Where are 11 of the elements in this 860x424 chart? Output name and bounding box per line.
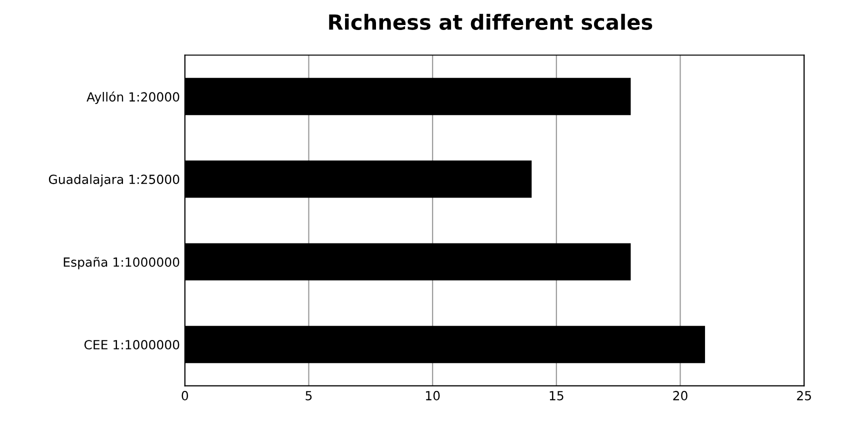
chart-title: Richness at different scales (329, 14, 652, 30)
x-tick-label: 10 (426, 390, 440, 400)
y-tick-label: Guadalajara 1:25000 (48, 174, 180, 186)
x-tick-label: 20 (673, 390, 688, 400)
x-tick-label: 15 (550, 391, 564, 400)
y-tick-label: España 1:1000000 (64, 256, 180, 270)
x-tick-label: 0 (182, 390, 188, 400)
x-tick-label: 5 (306, 391, 312, 400)
y-tick-label: Ayllón 1:20000 (86, 91, 180, 104)
x-tick-label: 25 (797, 390, 811, 400)
y-tick-label: CEE 1:1000000 (84, 340, 180, 350)
